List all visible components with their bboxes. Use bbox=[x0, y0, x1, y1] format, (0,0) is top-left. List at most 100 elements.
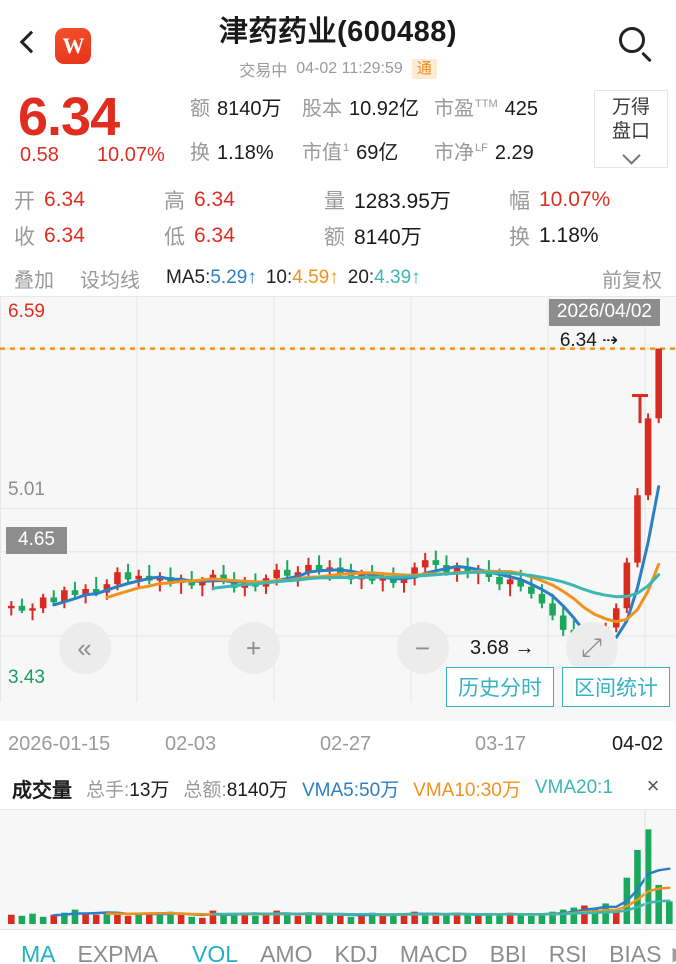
change-row: 0.58 10.07% bbox=[20, 144, 165, 167]
ohlc-value: 1283.95万 bbox=[354, 190, 451, 213]
quote-stat: 市净LF 2.29 bbox=[434, 136, 570, 165]
quote-stat: 市值1 69亿 bbox=[302, 136, 434, 165]
total-hand-value: 13万 bbox=[129, 779, 170, 801]
quote-stat-label: 股本 bbox=[302, 98, 342, 120]
range-statistics-button[interactable]: 区间统计 bbox=[562, 667, 670, 707]
axis-label-mid: 5.01 bbox=[8, 479, 45, 500]
chart-date-badge: 2026/04/02 bbox=[548, 299, 660, 326]
quote-stat-label: 市净LF bbox=[434, 142, 488, 164]
total-amount-label: 总额: bbox=[183, 779, 227, 801]
set-ma-button[interactable]: 设均线 bbox=[80, 269, 140, 292]
total-hand-label: 总手: bbox=[86, 779, 130, 801]
current-price-marker: 6.34 ⇢ bbox=[559, 330, 618, 351]
tab-vol[interactable]: VOL bbox=[192, 940, 239, 964]
ma20-label: 20: bbox=[347, 267, 375, 288]
ma10-value: 4.59 bbox=[292, 267, 330, 288]
history-intraday-button[interactable]: 历史分时 bbox=[446, 667, 554, 707]
ohlc-cell: 高 6.34 bbox=[164, 182, 324, 218]
total-amount-value: 8140万 bbox=[226, 779, 288, 801]
quote-stat-value: 69亿 bbox=[356, 142, 399, 164]
price-change-pct: 10.07% bbox=[96, 144, 165, 166]
ohlc-label: 换 bbox=[509, 226, 530, 249]
low-point-marker: 3.68 → bbox=[470, 637, 535, 660]
ma-values: MA5:5.29↑ 10:4.59↑ 20:4.39↑ bbox=[166, 267, 421, 289]
vma10-value: VMA10:30万 bbox=[413, 779, 521, 801]
ohlc-value: 6.34 bbox=[194, 188, 235, 211]
volume-chart[interactable] bbox=[0, 809, 676, 929]
ma5-value: 5.29 bbox=[210, 267, 248, 288]
quote-stat: 股本 10.92亿 bbox=[302, 92, 434, 121]
ohlc-value: 6.34 bbox=[44, 188, 85, 211]
quote-stat-value: 425 bbox=[504, 98, 538, 120]
quote-stat: 额 8140万 bbox=[190, 92, 302, 121]
ohlc-label: 低 bbox=[164, 226, 185, 249]
ma10-group: 10:4.59↑ bbox=[266, 267, 339, 289]
last-price: 6.34 bbox=[18, 87, 120, 147]
chart-action-buttons: 历史分时 区间统计 bbox=[438, 667, 670, 707]
ohlc-cell: 量 1283.95万 bbox=[324, 182, 509, 218]
ohlc-cell: 幅 10.07% bbox=[509, 182, 662, 218]
date-tick: 02-03 bbox=[165, 733, 217, 755]
volume-canvas bbox=[8, 810, 673, 929]
quote-stat-superscript: 1 bbox=[343, 142, 350, 155]
ohlc-value: 8140万 bbox=[354, 226, 422, 249]
ohlc-cell: 换 1.18% bbox=[509, 218, 662, 254]
app-header: W 津药药业(600488) 交易中 04-02 11:29:59 通 bbox=[0, 0, 676, 88]
quote-panel: 6.34 0.58 10.07% 额 8140万 股本 10.92亿 市盈TTM 425 换… bbox=[0, 87, 676, 178]
ma5-group: MA5:5.29↑ bbox=[166, 267, 257, 289]
volume-header: 成交量 总手:13万 总额:8140万 VMA5:50万 VMA10:30万 V… bbox=[0, 767, 676, 809]
quote-stat-value: 10.92亿 bbox=[349, 98, 420, 120]
vma5-value: VMA5:50万 bbox=[301, 779, 400, 801]
date-tick: 2026-01-15 bbox=[8, 733, 111, 755]
ma20-value: 4.39 bbox=[374, 267, 412, 288]
date-tick: 04-02 bbox=[612, 733, 664, 755]
tab-macd[interactable]: MACD bbox=[399, 940, 468, 964]
chevron-down-icon bbox=[621, 146, 641, 165]
axis-badge-cost: 4.65 bbox=[6, 527, 67, 554]
zoom-out-button[interactable]: − bbox=[396, 622, 449, 674]
quote-stat-superscript: TTM bbox=[475, 98, 498, 111]
scroll-left-button[interactable]: « bbox=[58, 622, 111, 674]
chart-controls: « + − ⤢ bbox=[0, 622, 676, 674]
ma20-arrow-icon: ↑ bbox=[411, 267, 421, 288]
wind-orderbook-button[interactable]: 万得 盘口 bbox=[594, 90, 668, 168]
quote-stat-value: 1.18% bbox=[217, 142, 274, 164]
ohlc-label: 开 bbox=[14, 190, 35, 213]
ohlc-stats-grid: 开 6.34 高 6.34 量 1283.95万 幅 10.07% 收 6.34 低 6.34 额 814… bbox=[0, 178, 676, 260]
wind-logo-icon: W bbox=[55, 28, 91, 64]
candlestick-chart[interactable]: 6.59 5.01 4.65 3.43 2026/04/02 6.34 ⇢ 3.… bbox=[0, 296, 676, 721]
ma-toolbar: 叠加 设均线 MA5:5.29↑ 10:4.59↑ 20:4.39↑ 前复权 bbox=[0, 260, 676, 296]
current-price-marker-value: 6.34 bbox=[559, 330, 597, 351]
tab-expma[interactable]: EXPMA bbox=[77, 940, 159, 964]
ohlc-label: 量 bbox=[324, 190, 345, 213]
wind-orderbook-line1: 万得 bbox=[611, 96, 650, 118]
search-button[interactable] bbox=[616, 24, 658, 66]
page-title: 津药药业(600488) bbox=[218, 16, 458, 48]
ma10-arrow-icon: ↑ bbox=[329, 267, 339, 288]
tab-ma[interactable]: MA bbox=[21, 940, 56, 964]
close-icon[interactable]: × bbox=[646, 773, 660, 798]
overlay-button[interactable]: 叠加 bbox=[14, 269, 54, 292]
low-point-value: 3.68 bbox=[470, 637, 509, 659]
date-tick: 03-17 bbox=[475, 733, 527, 755]
fullscreen-button[interactable]: ⤢ bbox=[565, 622, 618, 674]
ohlc-cell: 低 6.34 bbox=[164, 218, 324, 254]
chart-control-slot: ⤢ bbox=[507, 622, 676, 674]
ohlc-value: 6.34 bbox=[194, 224, 235, 247]
market-status: 交易中 bbox=[239, 63, 288, 80]
tab-bbi[interactable]: BBI bbox=[489, 940, 527, 964]
tab-amo[interactable]: AMO bbox=[260, 940, 313, 964]
date-tick: 02-27 bbox=[320, 733, 372, 755]
vma20-value: VMA20:1 bbox=[534, 777, 614, 798]
ohlc-value: 1.18% bbox=[539, 224, 599, 247]
tab-kdj[interactable]: KDJ bbox=[334, 940, 378, 964]
ohlc-cell: 开 6.34 bbox=[14, 182, 164, 218]
zoom-in-button[interactable]: + bbox=[227, 622, 280, 674]
quote-stat: 市盈TTM 425 bbox=[434, 92, 570, 121]
tabs-more-arrow-icon[interactable]: ▶ bbox=[672, 943, 676, 964]
date-axis: 2026-01-15 02-03 02-27 03-17 04-02 bbox=[0, 721, 676, 767]
tab-rsi[interactable]: RSI bbox=[548, 940, 588, 964]
tab-bias[interactable]: BIAS bbox=[609, 940, 662, 964]
adjust-mode-button[interactable]: 前复权 bbox=[602, 269, 662, 292]
